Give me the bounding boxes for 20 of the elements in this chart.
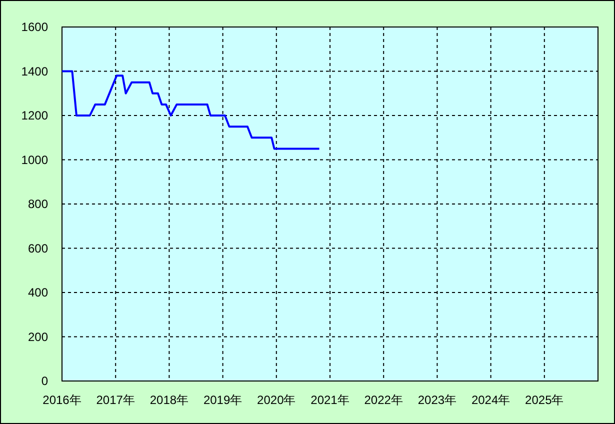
y-tick-label: 400: [28, 286, 48, 300]
x-tick-label: 2025年: [525, 393, 564, 407]
x-tick-label: 2020年: [257, 393, 296, 407]
y-tick-label: 1400: [21, 64, 48, 78]
y-tick-label: 800: [28, 197, 48, 211]
x-tick-label: 2019年: [203, 393, 242, 407]
x-tick-label: 2021年: [310, 393, 350, 407]
y-tick-label: 600: [28, 241, 48, 256]
x-tick-label: 2018年: [150, 393, 189, 407]
x-tick-label: 2022年: [364, 393, 403, 407]
y-tick-label: 1200: [21, 108, 48, 122]
y-tick-label: 200: [28, 330, 48, 344]
y-tick-label: 0: [41, 374, 48, 388]
x-tick-label: 2016年: [42, 393, 82, 407]
y-tick-label: 1600: [21, 20, 48, 34]
x-tick-label: 2024年: [471, 393, 510, 407]
line-series: [61, 70, 320, 150]
x-tick-label: 2023年: [418, 393, 457, 407]
y-tick-label: 1000: [21, 152, 48, 167]
x-tick-label: 2017年: [96, 393, 135, 407]
